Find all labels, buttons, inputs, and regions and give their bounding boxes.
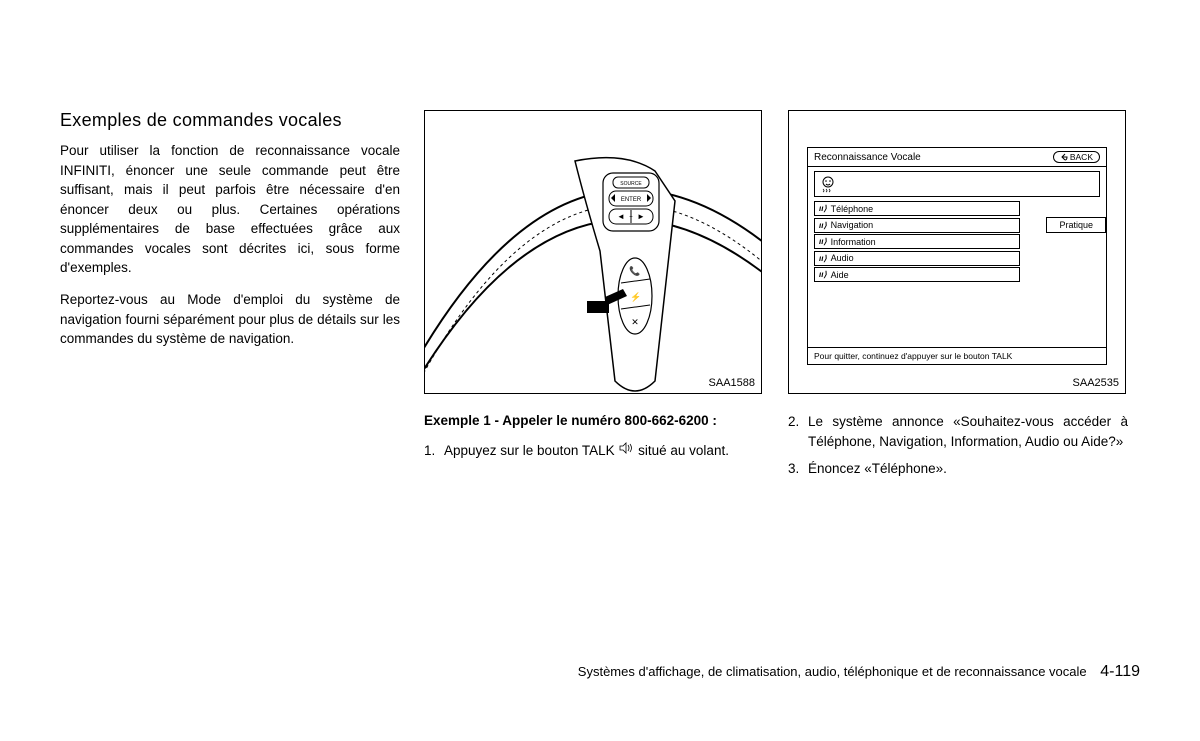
back-button: BACK bbox=[1053, 151, 1100, 163]
sound-icon: ıı⟩ bbox=[819, 204, 827, 213]
svg-text:📞: 📞 bbox=[629, 265, 641, 276]
svg-text:✕: ✕ bbox=[631, 317, 639, 327]
figure-screen: Reconnaissance Vocale BACK ıı⟩Tél bbox=[788, 110, 1126, 394]
screen-title: Reconnaissance Vocale bbox=[814, 152, 921, 163]
example-caption: Exemple 1 - Appeler le numéro 800-662-62… bbox=[424, 412, 764, 431]
step-1-text-b: situé au volant. bbox=[638, 443, 729, 458]
step-1-text-a: Appuyez sur le bouton TALK bbox=[444, 443, 618, 458]
screen-ui: Reconnaissance Vocale BACK ıı⟩Tél bbox=[807, 147, 1107, 365]
menu-navigation: ıı⟩ Navigation bbox=[814, 218, 1020, 233]
sound-icon: ıı⟩ bbox=[819, 237, 827, 246]
step-2: 2. Le système annonce «Souhaitez-vous ac… bbox=[788, 412, 1128, 451]
menu-item-0: Téléphone bbox=[831, 204, 874, 214]
page-number: 4-119 bbox=[1100, 663, 1140, 680]
sound-icon: ıı⟩ bbox=[819, 254, 827, 263]
column-1: Exemples de commandes vocales Pour utili… bbox=[60, 110, 400, 487]
menu-item-2: Information bbox=[831, 237, 876, 247]
menu-item-1: Navigation bbox=[831, 220, 874, 230]
paragraph-1: Pour utiliser la fonction de reconnaissa… bbox=[60, 141, 400, 278]
column-2: SOURCE ENTER ◄ + ► 📞 ⚡ ✕ bbox=[424, 110, 764, 487]
figure-1-label: SAA1588 bbox=[709, 377, 755, 389]
page-footer: Systèmes d'affichage, de climatisation, … bbox=[578, 663, 1140, 681]
svg-text:SOURCE: SOURCE bbox=[620, 181, 642, 187]
column-3: Reconnaissance Vocale BACK ıı⟩Tél bbox=[788, 110, 1128, 487]
figure-2-label: SAA2535 bbox=[1073, 377, 1119, 389]
talk-icon bbox=[618, 442, 634, 460]
svg-text:ENTER: ENTER bbox=[621, 197, 642, 203]
menu-item-4: Aide bbox=[831, 270, 849, 280]
steering-wheel-illustration: SOURCE ENTER ◄ + ► 📞 ⚡ ✕ bbox=[425, 111, 761, 393]
chapter-title: Systèmes d'affichage, de climatisation, … bbox=[578, 664, 1087, 679]
step-3: 3. Énoncez «Téléphone». bbox=[788, 459, 1128, 479]
figure-steering-wheel: SOURCE ENTER ◄ + ► 📞 ⚡ ✕ bbox=[424, 110, 762, 394]
step-1-text: Appuyez sur le bouton TALK situé au vola… bbox=[444, 441, 764, 461]
voice-face-icon bbox=[819, 175, 841, 193]
menu-information: ıı⟩ Information bbox=[814, 234, 1020, 249]
step-list-2: 2. Le système annonce «Souhaitez-vous ac… bbox=[788, 412, 1128, 479]
voice-input-row bbox=[814, 171, 1100, 197]
menu-list: ıı⟩ Téléphone ıı⟩ Navigation ıı⟩ Informatio… bbox=[808, 199, 1106, 286]
screen-header: Reconnaissance Vocale BACK bbox=[808, 148, 1106, 167]
paragraph-2: Reportez-vous au Mode d'emploi du systèm… bbox=[60, 290, 400, 349]
step-list-1: 1. Appuyez sur le bouton TALK situé au v… bbox=[424, 441, 764, 461]
svg-text:⚡: ⚡ bbox=[630, 291, 641, 303]
step-3-text: Énoncez «Téléphone». bbox=[808, 459, 1128, 479]
back-label: BACK bbox=[1070, 152, 1093, 162]
menu-aide: ıı⟩ Aide bbox=[814, 267, 1020, 282]
menu-telephone: ıı⟩ Téléphone bbox=[814, 201, 1020, 216]
menu-audio: ıı⟩ Audio bbox=[814, 251, 1020, 266]
step-1: 1. Appuyez sur le bouton TALK situé au v… bbox=[424, 441, 764, 461]
sound-icon: ıı⟩ bbox=[819, 221, 827, 230]
menu-item-3: Audio bbox=[831, 253, 854, 263]
svg-text:►: ► bbox=[637, 212, 645, 221]
step-1-number: 1. bbox=[424, 441, 444, 461]
page-content: Exemples de commandes vocales Pour utili… bbox=[0, 0, 1200, 487]
section-heading: Exemples de commandes vocales bbox=[60, 110, 400, 131]
sound-icon: ıı⟩ bbox=[819, 270, 827, 279]
step-2-number: 2. bbox=[788, 412, 808, 451]
step-2-text: Le système annonce «Souhaitez-vous accéd… bbox=[808, 412, 1128, 451]
pratique-button: Pratique bbox=[1046, 217, 1106, 233]
step-3-number: 3. bbox=[788, 459, 808, 479]
svg-text:◄: ◄ bbox=[617, 212, 625, 221]
screen-footer-text: Pour quitter, continuez d'appuyer sur le… bbox=[808, 347, 1106, 364]
